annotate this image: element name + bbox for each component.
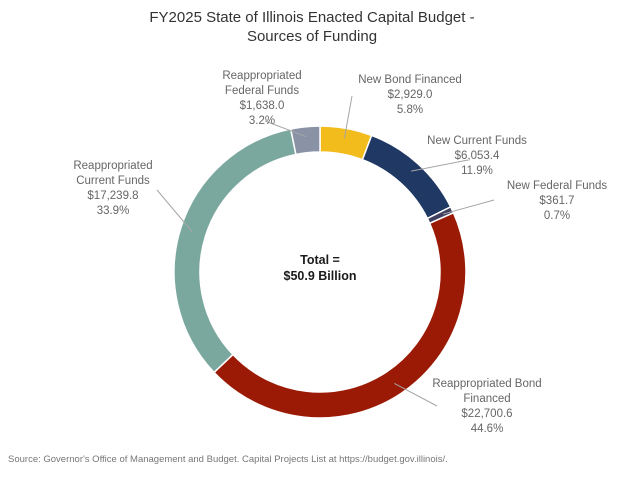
slice-label-percent: 44.6% [470, 423, 504, 435]
center-total-value: $50.9 Billion [283, 269, 357, 283]
source-note: Source: Governor's Office of Management … [8, 454, 448, 465]
slice-label: New Federal Funds $361.7 0.7% [477, 179, 624, 224]
leader-line [442, 199, 495, 215]
donut-slice [289, 125, 321, 156]
slice-label: Reappropriated Bond Financed $22,700.6 44.6… [407, 377, 567, 437]
leader-line [394, 383, 438, 407]
slice-label-name: New Federal Funds [506, 180, 608, 192]
chart-title-line-1: FY2025 State of Illinois Enacted Capital… [149, 9, 475, 26]
slice-label-value: $2,929.0 [387, 89, 433, 101]
slice-label-name: Reappropriated [73, 160, 153, 172]
slice-label-name: New Current Funds [427, 135, 527, 147]
slice-label: New Bond Financed $2,929.0 5.8% [330, 73, 490, 118]
slice-label-value: $6,053.4 [454, 150, 500, 162]
center-total-label: Total = [300, 253, 340, 267]
slice-label-name: Federal Funds [224, 85, 300, 97]
slice-label: Reappropriated Current Funds $17,239.8 33.9… [33, 159, 193, 219]
leader-line [264, 120, 307, 138]
slice-label: New Current Funds $6,053.4 11.9% [397, 134, 557, 179]
leader-line [156, 189, 193, 233]
slice-label-name: Financed [463, 393, 511, 405]
slice-label-value: $22,700.6 [461, 408, 513, 420]
chart-title-line-2: Sources of Funding [246, 28, 378, 45]
slice-label-name: Current Funds [76, 175, 150, 187]
leader-lines [156, 95, 495, 407]
slice-label-value: $361.7 [539, 195, 575, 207]
slice-label-percent: 33.9% [96, 205, 130, 217]
slice-label-percent: 0.7% [543, 210, 571, 222]
slice-label-value: $17,239.8 [87, 190, 139, 202]
slice-label-value: $1,638.0 [239, 100, 285, 112]
slice-label-name: New Bond Financed [358, 74, 462, 86]
slice-label: Reappropriated Federal Funds $1,638.0 3.2% [182, 69, 342, 129]
slice-label-percent: 5.8% [396, 104, 424, 116]
slice-label-percent: 3.2% [248, 115, 276, 127]
leader-line [411, 159, 469, 172]
slice-label-name: Reappropriated [222, 70, 302, 82]
leader-line [343, 95, 353, 139]
slice-label-name: Reappropriated Bond [432, 378, 542, 390]
slice-label-percent: 11.9% [461, 165, 493, 177]
